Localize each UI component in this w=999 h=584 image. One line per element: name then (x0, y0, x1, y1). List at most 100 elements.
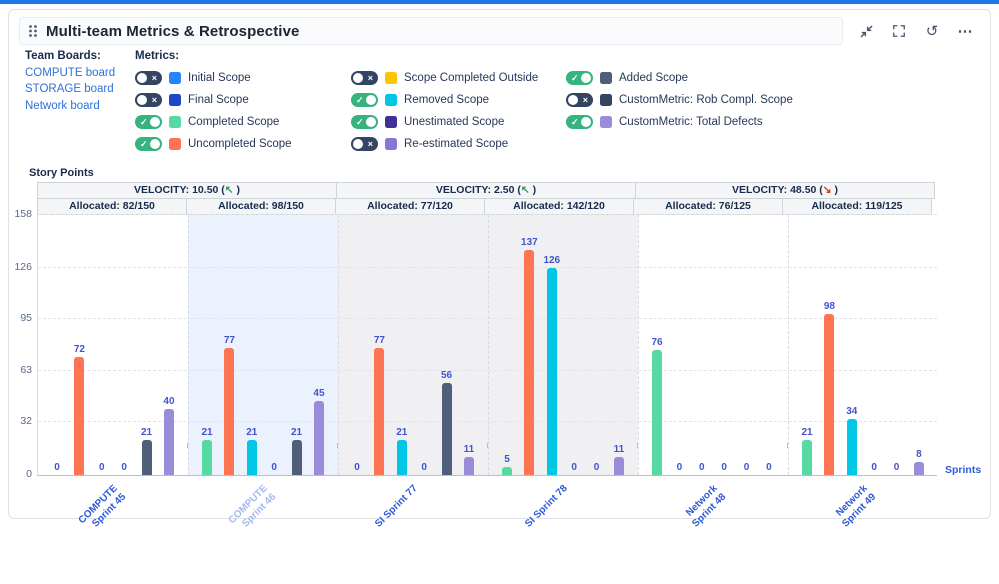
bar-removed-scope[interactable] (846, 419, 857, 475)
metric-row-completed-scope: ✓ Completed Scope (135, 111, 292, 133)
toggle-uncompleted-scope[interactable]: ✓ (135, 137, 162, 151)
widget-title-box: Multi-team Metrics & Retrospective (19, 17, 843, 45)
allocated-cell: Allocated: 142/120 (484, 198, 634, 215)
toggle-initial-scope[interactable]: × (135, 71, 162, 85)
bar-completed-scope[interactable] (202, 440, 212, 475)
board-link-storage[interactable]: STORAGE board (25, 83, 114, 95)
dashboard-widget-card: Multi-team Metrics & Retrospective ↺ ⋯ T… (8, 9, 991, 530)
bar-value-label: 72 (73, 344, 85, 355)
toggle-custommetric-total-defects[interactable]: ✓ (566, 115, 593, 129)
bar-value-label: 56 (441, 370, 453, 381)
bar-removed-scope[interactable] (396, 440, 407, 475)
toggle-completed-scope[interactable]: ✓ (135, 115, 162, 129)
velocity-cell: VELOCITY: 48.50 (↘ ) (635, 182, 935, 199)
bar-value-label: 45 (313, 388, 325, 399)
bar-custommetric-total-defects[interactable] (313, 401, 324, 475)
toggle-knob (581, 117, 591, 127)
bar-custommetric-total-defects[interactable] (613, 457, 624, 475)
check-icon: ✓ (571, 117, 579, 127)
y-tick-label: 95 (20, 312, 32, 324)
more-options-icon[interactable]: ⋯ (957, 22, 973, 40)
x-tick (337, 443, 338, 448)
bar-slot: 40 (160, 215, 178, 475)
bar-added-scope[interactable] (141, 440, 152, 475)
bar-slot: 98 (820, 215, 838, 475)
metric-color-swatch (385, 138, 397, 150)
toggle-removed-scope[interactable]: ✓ (351, 93, 378, 107)
bar-slot: 0 (670, 215, 688, 475)
gridline (38, 421, 937, 422)
bar-slot: 0 (415, 215, 433, 475)
fullscreen-icon[interactable] (890, 22, 908, 40)
bar-custommetric-total-defects[interactable] (913, 462, 924, 475)
toggle-custommetric-rob-compl-scope[interactable]: × (566, 93, 593, 107)
bar-slot: 72 (70, 215, 88, 475)
sprint-column-highlight (338, 215, 488, 475)
toggle-unestimated-scope[interactable]: ✓ (351, 115, 378, 129)
toggle-final-scope[interactable]: × (135, 93, 162, 107)
bar-value-label: 0 (721, 462, 727, 473)
metric-name: CustomMetric: Total Defects (619, 116, 763, 128)
board-link-network[interactable]: Network board (25, 99, 100, 112)
collapse-icon[interactable] (857, 22, 875, 40)
metric-color-swatch (600, 72, 612, 84)
bar-custommetric-total-defects[interactable] (163, 409, 174, 475)
bar-completed-scope[interactable] (802, 440, 812, 475)
metric-row-custommetric-rob-compl-scope: × CustomMetric: Rob Compl. Scope (566, 89, 793, 111)
bar-value-label: 76 (651, 337, 663, 348)
x-icon: × (582, 95, 588, 105)
bar-slot: 5 (498, 215, 516, 475)
toggle-re-estimated-scope[interactable]: × (351, 137, 378, 151)
metric-color-swatch (600, 94, 612, 106)
bar-value-label: 137 (521, 237, 538, 248)
column-separator (788, 215, 789, 475)
bar-removed-scope[interactable] (546, 268, 557, 475)
gridline (38, 214, 937, 215)
bar-uncompleted-scope[interactable] (374, 348, 385, 475)
column-separator (638, 215, 639, 475)
bar-uncompleted-scope[interactable] (524, 250, 535, 475)
metric-row-uncompleted-scope: ✓ Uncompleted Scope (135, 133, 292, 155)
trend-up-icon: ↖ (224, 184, 234, 196)
toggle-scope-completed-outside[interactable]: × (351, 71, 378, 85)
bar-completed-scope[interactable] (652, 350, 662, 475)
y-tick-label: 126 (14, 261, 32, 273)
bar-completed-scope[interactable] (502, 467, 512, 475)
metric-name: Completed Scope (188, 116, 280, 128)
bar-added-scope[interactable] (441, 383, 452, 475)
bar-slot: 126 (543, 215, 561, 475)
bar-custommetric-total-defects[interactable] (463, 457, 474, 475)
metric-color-swatch (169, 138, 181, 150)
bar-removed-scope[interactable] (246, 440, 257, 475)
column-separator (488, 215, 489, 475)
bar-group-compute-sprint-46: 21 77 21 0 21 45 (188, 215, 338, 475)
bar-slot: 45 (310, 215, 328, 475)
metrics-column-3: ✓ Added Scope × CustomMetric: Rob Compl. Sc… (566, 67, 793, 133)
bar-value-label: 0 (571, 462, 577, 473)
toggle-added-scope[interactable]: ✓ (566, 71, 593, 85)
bar-uncompleted-scope[interactable] (74, 357, 85, 475)
check-icon: ✓ (140, 117, 148, 127)
bar-slot: 0 (865, 215, 883, 475)
bar-value-label: 34 (846, 406, 858, 417)
bar-uncompleted-scope[interactable] (224, 348, 235, 475)
board-link-compute[interactable]: COMPUTE board (25, 66, 116, 79)
metric-name: Scope Completed Outside (404, 72, 539, 84)
metric-row-unestimated-scope: ✓ Unestimated Scope (351, 111, 538, 133)
bar-added-scope[interactable] (291, 440, 302, 475)
y-tick-label: 158 (14, 208, 32, 220)
bar-slot: 0 (715, 215, 733, 475)
refresh-icon[interactable]: ↺ (925, 22, 939, 40)
bar-slot: 34 (843, 215, 861, 475)
metric-color-swatch (169, 72, 181, 84)
bar-slot: 77 (370, 215, 388, 475)
toggle-knob (353, 73, 363, 83)
drag-handle-icon[interactable] (28, 23, 38, 39)
x-tick (487, 443, 488, 448)
bar-value-label: 0 (743, 462, 750, 473)
velocity-header-row: VELOCITY: 10.50 (↖ ) VELOCITY: 2.50 (↖ ) V… (37, 182, 937, 199)
team-boards-label: Team Boards: (25, 50, 101, 62)
toggle-knob (568, 95, 578, 105)
bar-uncompleted-scope[interactable] (824, 314, 835, 475)
y-tick-label: 32 (20, 415, 32, 427)
